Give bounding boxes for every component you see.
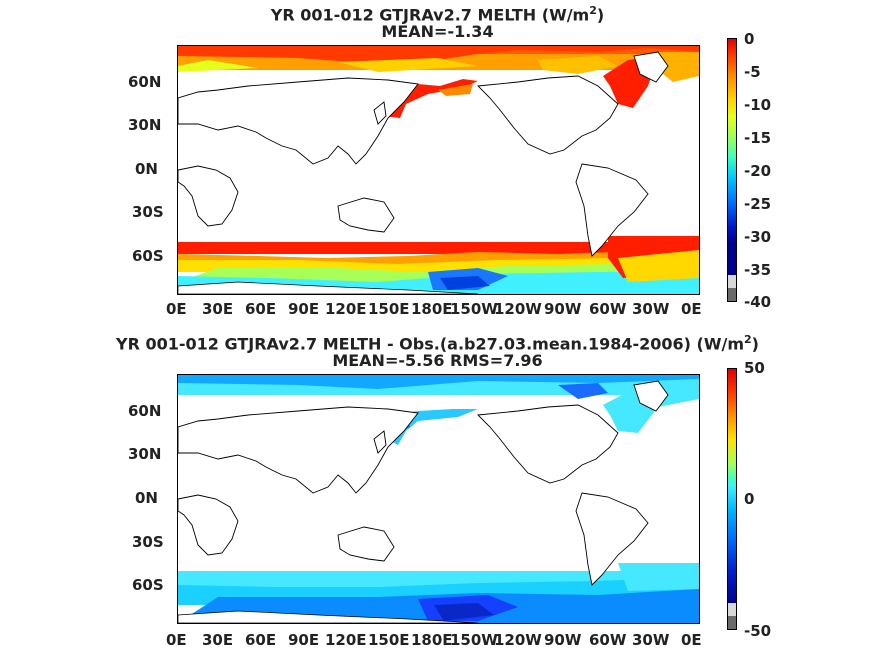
lon-tick: 150E [368, 631, 410, 649]
weddell-sea [618, 563, 699, 591]
japan [373, 101, 387, 125]
lat-tick: 30S [132, 203, 164, 221]
lat-tick: 30N [128, 445, 162, 463]
arctic-deep [178, 375, 699, 389]
lon-tick: 150W [450, 300, 498, 318]
lat-tick: 0N [135, 489, 158, 507]
map-plot-1 [178, 46, 699, 294]
colorbar-tick: -40 [744, 293, 772, 311]
bering-sea [438, 84, 473, 96]
colorbar-tick: -5 [744, 63, 761, 81]
lon-tick: 120E [325, 631, 367, 649]
canada-archipelago [538, 56, 618, 74]
chart-subtitle-2: MEAN=-5.56 RMS=7.96 [332, 351, 543, 370]
lon-tick: 150E [368, 300, 410, 318]
lon-tick: 180E [411, 631, 453, 649]
lon-tick: 0E [681, 631, 702, 649]
lon-tick: 150W [450, 631, 498, 649]
south-america [575, 163, 649, 257]
lat-tick: 30S [132, 533, 164, 551]
lon-tick: 0E [681, 300, 702, 318]
lon-tick: 0E [166, 300, 187, 318]
australia [337, 526, 395, 562]
lon-tick: 90E [288, 631, 320, 649]
continent-outlines [178, 51, 669, 257]
southern-red-band [178, 242, 699, 254]
ross-sea-deep [434, 603, 494, 621]
lat-tick: 60N [128, 73, 162, 91]
lat-tick: 60S [132, 247, 164, 265]
map-panel-1 [177, 45, 700, 295]
map-panel-2 [177, 374, 700, 624]
antarctica-land [178, 281, 479, 294]
arctic-ice-red [178, 46, 699, 64]
colorbar-tick: -20 [744, 162, 772, 180]
lon-tick: 120W [494, 631, 542, 649]
greenland [633, 51, 669, 83]
arctic-yellow-patch [178, 60, 258, 72]
ross-sea-deep [440, 276, 490, 290]
colorbar-tick: -35 [744, 261, 772, 279]
lat-tick: 30N [128, 116, 162, 134]
colorbar-1 [727, 38, 737, 302]
lon-tick: 60E [245, 300, 277, 318]
lon-tick: 30W [632, 631, 670, 649]
south-america [575, 492, 649, 586]
arctic-yellow-patch [338, 58, 478, 72]
lon-tick: 60E [245, 631, 277, 649]
africa [178, 165, 239, 227]
arctic-blue-spots [558, 383, 608, 399]
weddell-inner [618, 250, 699, 282]
chart-title-2: YR 001-012 GTJRAv2.7 MELTH - Obs.(a.b27.… [116, 333, 759, 354]
continent-outlines [178, 380, 669, 586]
colorbar-tick: -50 [744, 622, 772, 640]
north-america [477, 404, 619, 484]
chart-title-1: YR 001-012 GTJRAv2.7 MELTH (W/m2) [270, 4, 605, 25]
lat-tick: 60S [132, 576, 164, 594]
eurasia [178, 406, 419, 494]
lon-tick: 90W [544, 300, 582, 318]
lon-tick: 60W [589, 631, 627, 649]
lon-tick: 60W [589, 300, 627, 318]
lon-tick: 120E [325, 300, 367, 318]
antarctica-land [178, 610, 479, 623]
colorbar-tick: 0 [744, 30, 755, 48]
lon-tick: 120W [494, 300, 542, 318]
australia [337, 197, 395, 233]
eurasia [178, 77, 419, 165]
lon-tick: 30E [202, 300, 234, 318]
lon-tick: 90W [544, 631, 582, 649]
colorbar-2 [727, 368, 737, 630]
lat-tick: 60N [128, 402, 162, 420]
africa [178, 494, 239, 556]
lon-tick: 0E [166, 631, 187, 649]
chart-subtitle-1: MEAN=-1.34 [381, 22, 494, 41]
japan [373, 430, 387, 454]
colorbar-tick: -10 [744, 96, 772, 114]
map-plot-2 [178, 375, 699, 623]
greenland [633, 380, 669, 412]
lon-tick: 30E [202, 631, 234, 649]
colorbar-tick: 50 [744, 359, 765, 377]
greenland-sea [658, 52, 699, 82]
lon-tick: 30W [632, 300, 670, 318]
lon-tick: 90E [288, 300, 320, 318]
colorbar-tick: 0 [744, 490, 755, 508]
north-america [477, 75, 619, 155]
colorbar-tick: -25 [744, 195, 772, 213]
colorbar-tick: -15 [744, 129, 772, 147]
lon-tick: 180E [411, 300, 453, 318]
colorbar-tick: -30 [744, 228, 772, 246]
lat-tick: 0N [135, 160, 158, 178]
